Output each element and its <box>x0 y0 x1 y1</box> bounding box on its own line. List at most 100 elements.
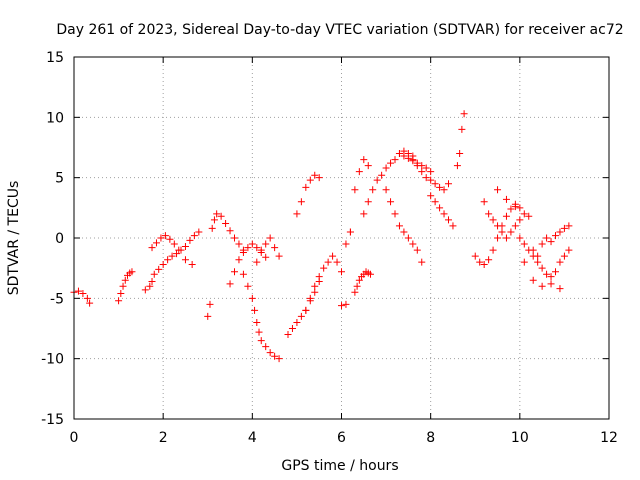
data-point <box>538 264 546 272</box>
data-point <box>525 212 533 220</box>
data-point <box>155 265 163 273</box>
data-point <box>170 240 178 248</box>
data-point <box>529 276 537 284</box>
data-point <box>338 268 345 276</box>
y-tick-label: 15 <box>46 50 64 66</box>
data-point <box>427 176 435 184</box>
y-tick-label: -5 <box>50 291 64 307</box>
data-point <box>210 216 218 224</box>
data-point <box>306 176 314 184</box>
data-point <box>311 288 319 296</box>
data-point <box>449 222 457 230</box>
data-point <box>507 228 515 236</box>
data-point <box>534 258 542 266</box>
data-point <box>552 232 559 240</box>
data-point <box>560 224 568 232</box>
data-point <box>311 171 319 179</box>
data-point <box>257 246 265 254</box>
data-point <box>547 273 555 281</box>
x-tick-label: 8 <box>426 430 435 446</box>
data-point <box>148 244 156 252</box>
data-point <box>418 258 426 266</box>
data-point <box>360 210 368 218</box>
data-point <box>440 210 448 218</box>
data-point <box>471 252 479 260</box>
data-point <box>364 162 372 170</box>
data-point <box>413 246 421 254</box>
x-tick-label: 12 <box>600 430 618 446</box>
data-point <box>534 252 542 260</box>
data-point <box>494 222 502 230</box>
y-tick-label: -15 <box>41 412 64 428</box>
data-point <box>507 205 515 213</box>
data-point <box>320 264 328 272</box>
data-point <box>266 234 274 242</box>
data-point <box>248 294 256 302</box>
data-point <box>150 270 158 278</box>
data-point <box>186 236 194 244</box>
data-point <box>208 224 216 232</box>
data-point <box>288 325 296 332</box>
data-point <box>168 252 176 260</box>
data-point <box>128 268 136 276</box>
data-point <box>538 240 546 248</box>
data-point <box>293 318 301 326</box>
data-point <box>244 282 252 290</box>
data-point <box>364 198 372 206</box>
data-point <box>400 152 408 160</box>
data-point <box>556 258 564 266</box>
data-point <box>262 253 270 261</box>
data-point <box>431 198 439 206</box>
data-point <box>436 183 444 191</box>
data-point <box>117 290 125 298</box>
data-point <box>244 244 252 252</box>
data-point <box>366 270 374 278</box>
data-point <box>422 164 430 172</box>
data-point <box>351 186 359 194</box>
data-point <box>445 216 452 224</box>
data-point <box>480 261 488 269</box>
data-point <box>422 174 430 182</box>
y-tick-label: 5 <box>55 171 64 187</box>
data-point <box>520 240 528 248</box>
data-point <box>520 258 528 266</box>
data-point <box>342 240 350 248</box>
data-point <box>560 252 568 260</box>
data-point <box>311 282 319 290</box>
y-tick-label: 10 <box>46 110 64 126</box>
data-point <box>516 204 524 212</box>
data-point <box>511 203 519 211</box>
data-point <box>164 256 172 264</box>
data-point <box>253 244 261 252</box>
data-points <box>70 110 573 363</box>
data-point <box>119 282 127 290</box>
grid <box>74 57 609 419</box>
data-point <box>121 276 129 284</box>
data-point <box>271 352 279 360</box>
data-point <box>86 299 94 307</box>
data-point <box>181 256 189 264</box>
data-point <box>222 220 230 228</box>
data-point <box>195 228 203 236</box>
data-point <box>257 337 265 345</box>
data-point <box>485 256 493 264</box>
data-point <box>502 234 510 242</box>
data-point <box>547 280 555 288</box>
data-point <box>226 280 234 288</box>
data-point <box>275 252 283 260</box>
data-point <box>235 240 243 248</box>
data-point <box>152 239 160 247</box>
data-point <box>353 282 361 290</box>
data-point <box>217 212 225 220</box>
data-point <box>148 277 156 285</box>
data-point <box>387 198 395 206</box>
data-point <box>324 258 332 266</box>
data-point <box>427 168 435 176</box>
data-point <box>382 186 390 194</box>
x-axis-ticks: 0 2 4 6 8 10 12 <box>70 57 618 446</box>
data-point <box>445 180 452 188</box>
data-point <box>297 198 305 206</box>
data-point <box>351 288 359 296</box>
data-point <box>378 171 386 179</box>
